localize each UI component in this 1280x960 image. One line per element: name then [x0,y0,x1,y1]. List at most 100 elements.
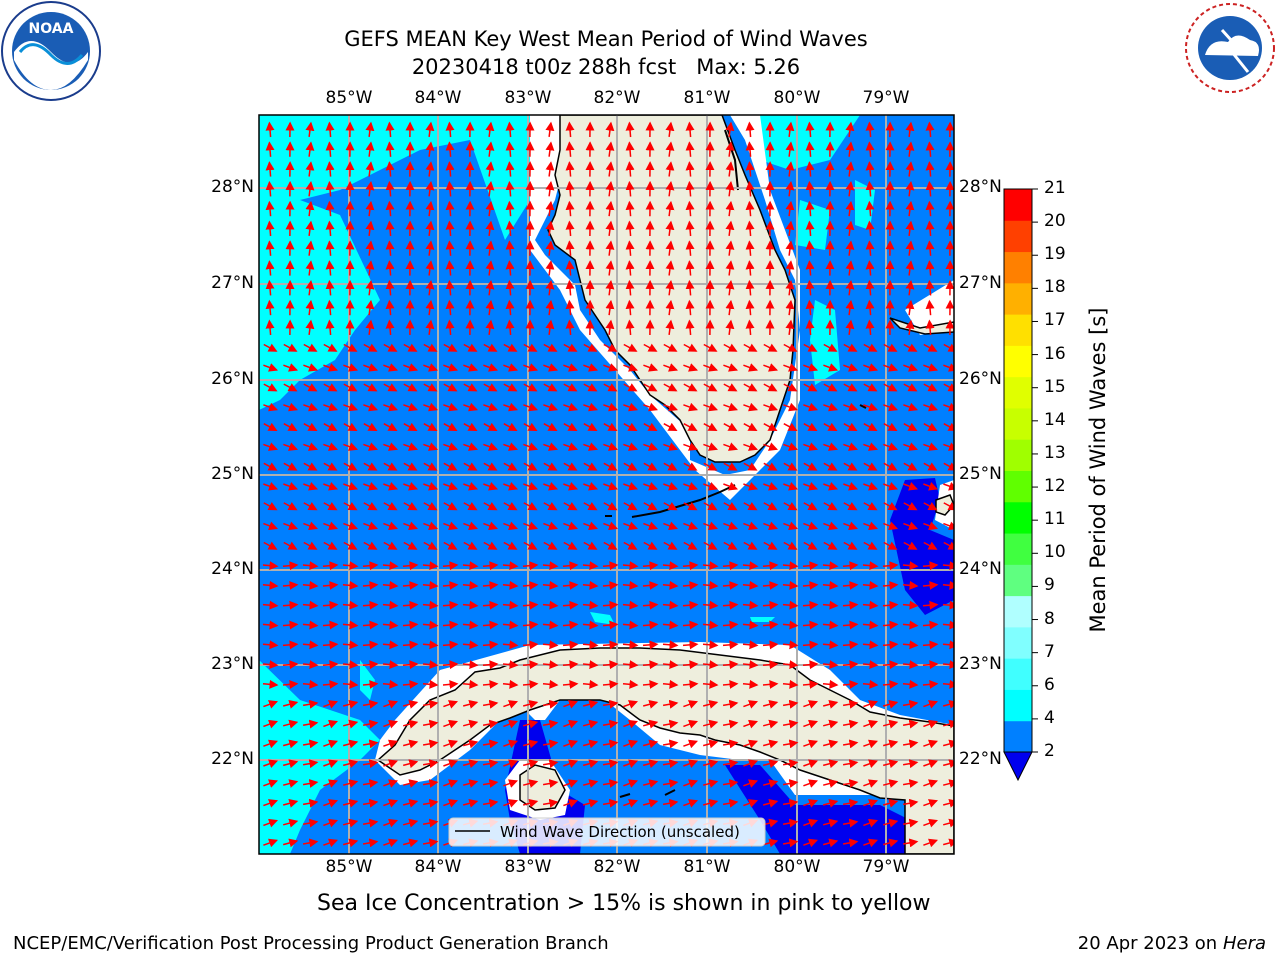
wind-arrow [943,363,954,372]
wind-arrow [323,482,339,491]
wind-arrow [823,343,838,352]
wind-arrow [863,343,878,352]
wind-arrow [803,383,818,392]
wind-arrow [362,679,379,689]
wind-arrow [505,299,515,316]
wind-arrow [625,279,635,296]
wind-arrow [725,161,735,177]
wind-arrow [902,600,919,610]
wind-arrow [762,600,779,610]
wind-arrow [485,200,495,217]
wind-arrow [842,679,859,689]
wind-arrow [842,719,859,729]
wind-arrow [943,739,954,749]
wind-arrow [265,279,275,296]
wind-arrow [422,719,439,729]
wind-arrow [605,200,615,217]
wind-arrow [445,279,455,296]
wind-arrow [482,620,499,630]
wind-arrow [662,739,679,749]
wind-arrow [625,240,635,256]
wind-arrow [443,502,458,511]
wind-arrow [463,502,478,511]
wind-arrow [445,319,455,336]
wind-arrow [322,620,339,630]
wind-arrow [883,482,899,491]
wind-arrow [643,422,658,432]
wind-arrow [283,739,299,749]
wind-arrow [665,161,675,177]
wind-arrow [803,343,818,352]
wind-arrow [685,279,695,296]
wind-arrow [723,482,739,491]
wind-arrow [685,299,695,316]
wind-arrow [302,600,319,610]
wind-arrow [865,260,875,276]
wind-arrow [683,422,698,432]
wind-arrow [302,699,319,709]
wind-arrow [323,442,339,451]
wind-arrow [422,699,439,709]
wind-arrow [662,620,679,630]
lon-label-bottom: 81°W [683,857,731,877]
wind-arrow [365,280,375,296]
wind-arrow [425,181,435,197]
wind-arrow [643,719,659,729]
wind-arrow [342,600,359,610]
wind-arrow [743,482,759,491]
wind-arrow [545,161,555,177]
wind-arrow [922,640,939,650]
wind-arrow [282,679,299,689]
wind-arrow [823,363,839,372]
wind-arrow [703,521,719,531]
wind-arrow [482,759,499,769]
colorbar-segment [1004,407,1032,440]
colorbar-extend-triangle [1003,751,1033,782]
wind-arrow [463,521,479,531]
lat-label-right: 28°N [959,177,1002,197]
wind-arrow [265,319,275,336]
wind-arrow [782,580,799,590]
wind-arrow [843,422,858,432]
wind-arrow [442,620,459,630]
wind-arrow [665,220,675,236]
wind-arrow [265,240,275,256]
wind-arrow [343,442,359,451]
wind-arrow [605,161,615,177]
colorbar-segment [1004,220,1032,253]
wind-arrow [842,640,859,650]
wind-arrow [422,580,439,590]
wind-arrow [503,462,518,471]
wind-arrow [463,383,478,392]
legend-label: Wind Wave Direction (unscaled) [500,823,740,841]
wind-arrow [523,482,539,491]
wind-arrow [665,200,675,217]
wind-arrow [565,180,575,197]
wind-arrow [383,402,399,412]
wind-arrow [523,541,538,550]
wind-arrow [923,739,939,749]
wind-arrow [923,719,939,729]
wind-arrow [683,541,698,550]
wind-arrow [942,620,954,630]
wind-arrow [863,502,878,511]
wind-arrow [365,260,375,276]
wind-arrow [903,422,918,432]
wind-arrow [485,181,495,197]
wind-arrow [923,482,939,491]
wind-arrow [283,462,298,471]
wind-arrow [482,600,499,610]
wind-arrow [623,422,638,432]
wind-arrow [663,383,678,392]
wind-arrow [443,363,459,372]
wind-arrow [565,299,575,316]
wind-arrow [745,141,755,157]
wind-arrow [503,719,519,729]
wind-arrow [663,541,678,550]
wind-arrow [663,502,678,511]
wind-arrow [382,679,399,689]
wind-arrow [622,640,639,650]
wind-arrow [903,402,919,412]
wind-arrow [742,620,759,630]
